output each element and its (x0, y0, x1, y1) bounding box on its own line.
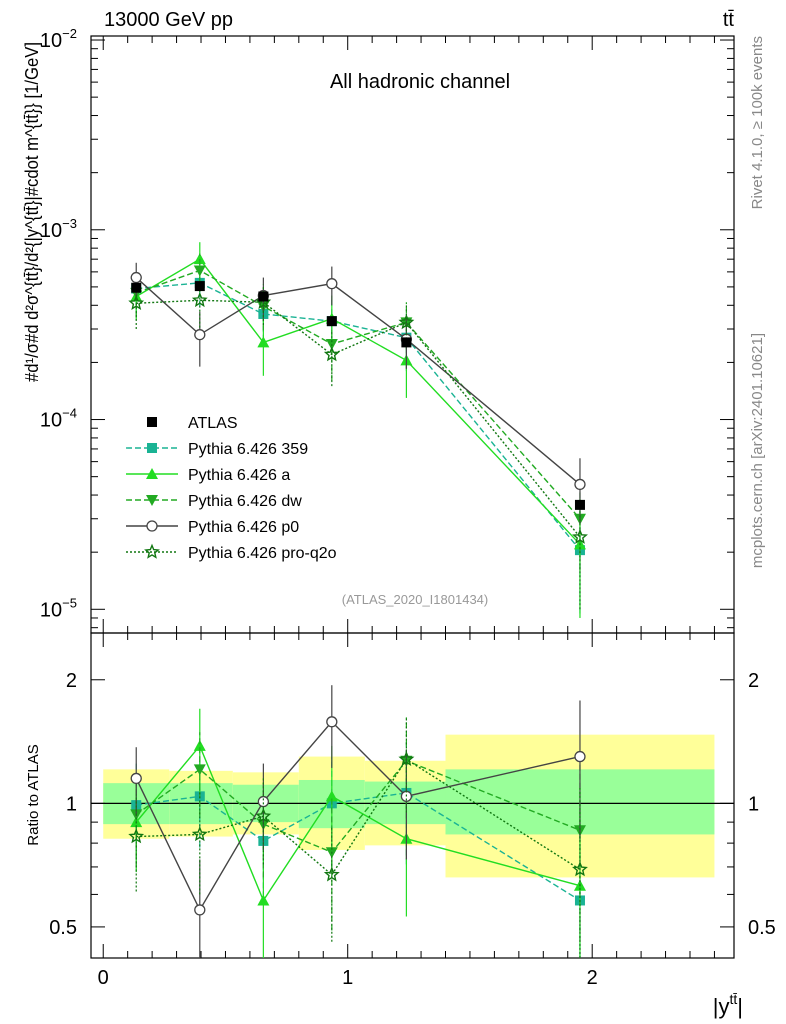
data-point (572, 861, 588, 877)
ratio-y-tick-label-left: 0.5 (49, 917, 77, 939)
chart-title: All hadronic channel (330, 71, 510, 93)
data-point (194, 329, 206, 341)
legend-marker (146, 520, 158, 532)
main-y-axis-label: #d¹/σ#d d²σ^{tt̄}/d²{|y^{tt̄}|#cdot m^{t… (22, 42, 42, 382)
rivet-version-label: Rivet 4.1.0, ≥ 100k events (749, 36, 766, 209)
series-line (136, 299, 581, 538)
data-point (193, 764, 206, 776)
series-line (135, 258, 581, 545)
data-point (398, 314, 415, 330)
data-point (257, 894, 270, 906)
main-plot-frame (90, 35, 735, 634)
data-point (255, 808, 272, 823)
ratio-y-tick-label-right: 2 (748, 670, 759, 692)
collision-energy-label: 13000 GeV pp (104, 9, 233, 31)
ratio-y-tick-label-right: 0.5 (748, 917, 776, 939)
data-point (193, 253, 206, 265)
data-point (325, 790, 338, 802)
main-y-tick-label: 10−4 (40, 406, 77, 432)
ratio-y-tick-label-left: 2 (66, 670, 77, 692)
analysis-label: (ATLAS_2020_I1801434) (342, 592, 488, 607)
data-point (128, 828, 145, 844)
legend-label: Pythia 6.426 359 (188, 441, 308, 458)
legend-item: Pythia 6.426 pro-q2o (126, 543, 337, 562)
data-point (194, 904, 206, 916)
data-point (572, 528, 588, 544)
series-line (136, 282, 581, 551)
process-label: tt̄ (723, 9, 735, 31)
data-point (194, 281, 205, 292)
legend-label: Pythia 6.426 p0 (188, 519, 299, 536)
main-y-tick-label: 10−5 (40, 595, 77, 621)
legend-label: Pythia 6.426 a (188, 467, 290, 484)
data-point (574, 750, 586, 763)
legend-marker (144, 543, 160, 559)
data-point (130, 271, 142, 284)
source-label: mcplots.cern.ch [arXiv:2401.10621] (749, 333, 766, 568)
data-point (574, 478, 586, 491)
data-point (326, 278, 338, 290)
series-atlas (131, 281, 585, 510)
legend-item: Pythia 6.426 a (126, 467, 290, 484)
x-tick-label: 0 (98, 967, 109, 989)
data-point (131, 282, 142, 293)
series-line (136, 758, 581, 876)
series-line (135, 744, 581, 902)
ratio-y-tick-label-left: 1 (66, 793, 77, 815)
legend-marker (147, 417, 157, 427)
series-pythia-6-426-pro-q2o (128, 718, 588, 958)
legend-label: ATLAS (188, 415, 238, 432)
main-y-tick-label: 10−2 (40, 26, 77, 52)
data-point (258, 291, 269, 302)
main-y-tick-label: 10−3 (40, 216, 77, 242)
data-point (323, 346, 340, 362)
legend-marker (147, 443, 157, 453)
legend-label: Pythia 6.426 pro-q2o (188, 545, 337, 562)
data-point (257, 795, 270, 808)
data-point (193, 739, 206, 751)
legend-label: Pythia 6.426 dw (188, 493, 302, 510)
data-point (191, 826, 208, 842)
data-point (574, 499, 585, 510)
legend-item: ATLAS (147, 415, 238, 432)
x-axis-label: |ytt̄| (713, 991, 743, 1019)
x-tick-label: 1 (342, 967, 353, 989)
x-tick-label: 2 (587, 967, 598, 989)
data-point (128, 294, 145, 310)
ratio-y-tick-label-right: 1 (748, 793, 759, 815)
data-point (191, 291, 208, 308)
legend-item: Pythia 6.426 359 (126, 441, 308, 458)
legend-item: Pythia 6.426 dw (126, 493, 302, 510)
series-line (136, 792, 581, 902)
legend-marker (146, 495, 158, 506)
data-point (130, 772, 142, 785)
series-line (135, 720, 581, 912)
series-line (135, 277, 581, 485)
ratio-y-axis-label: Ratio to ATLAS (25, 744, 42, 845)
ratio-plot-frame (90, 632, 735, 959)
data-point (193, 265, 206, 277)
data-point (326, 316, 337, 327)
data-point (257, 336, 270, 348)
series-line (135, 759, 581, 854)
series-line (135, 269, 581, 520)
legend-marker (146, 468, 158, 479)
data-point (326, 716, 338, 728)
data-point (398, 750, 415, 767)
data-point (323, 866, 340, 882)
data-point (401, 337, 412, 348)
legend-item: Pythia 6.426 p0 (126, 519, 299, 536)
